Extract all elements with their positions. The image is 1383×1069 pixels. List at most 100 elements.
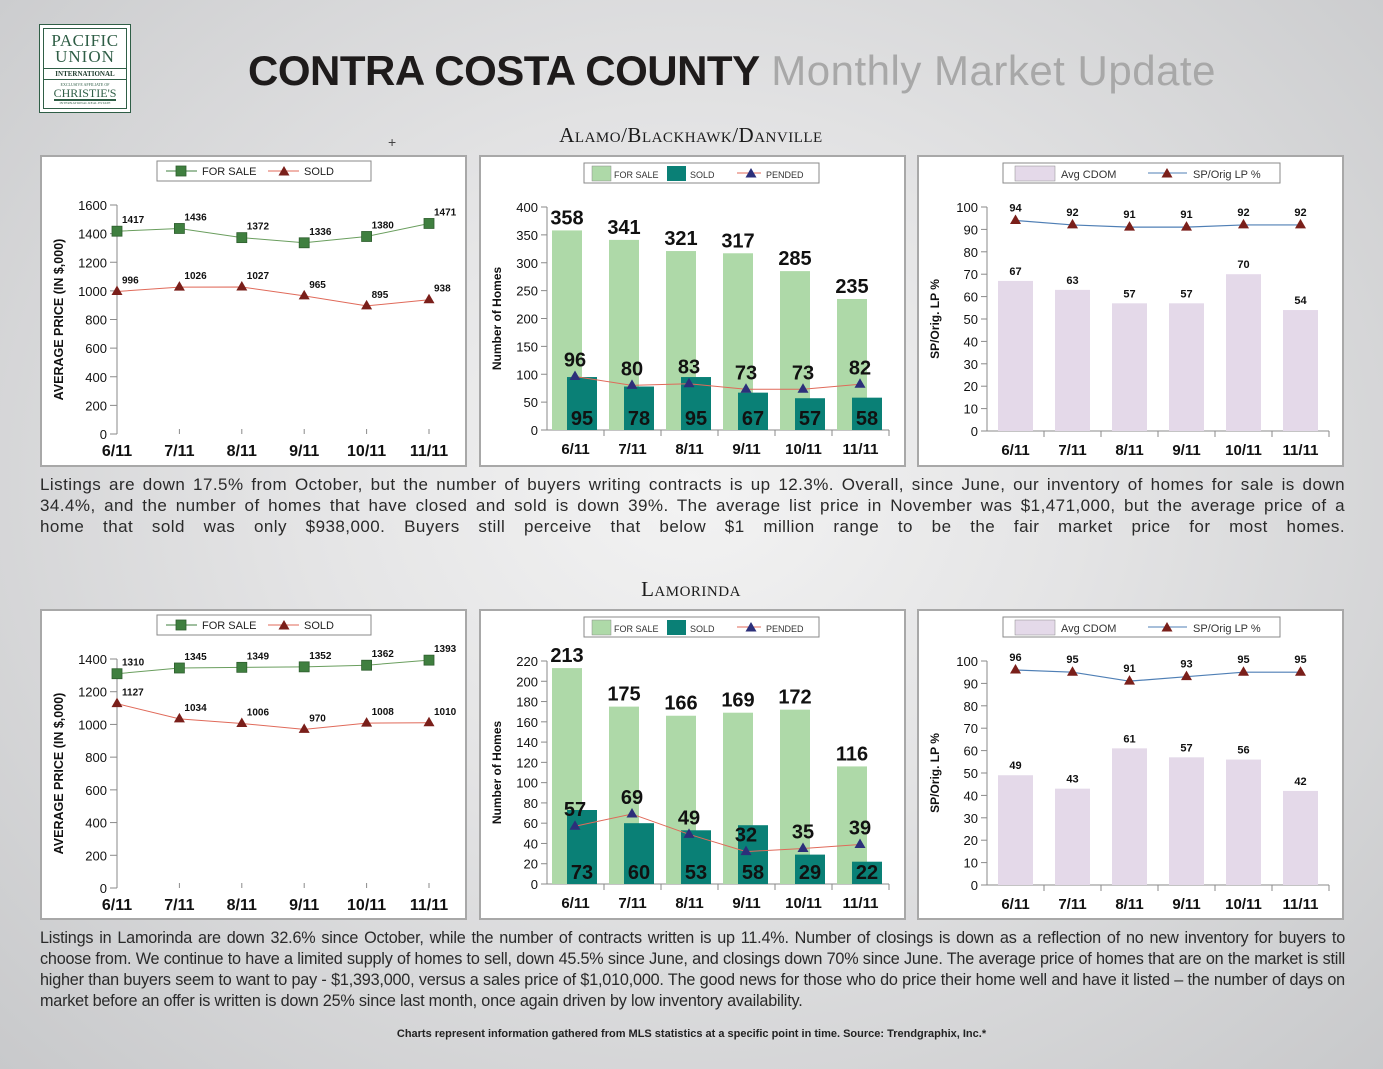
sold-point [423,716,435,727]
y-tick-label: 100 [956,200,978,215]
y-tick-label: 100 [956,654,978,669]
y-tick-label: 80 [524,796,538,811]
y-tick-label: 800 [85,313,107,328]
for-sale-data-label: 1336 [309,227,332,238]
y-tick-label: 220 [516,654,538,669]
sold-bar [567,377,597,430]
y-tick-label: 250 [516,284,538,299]
y-tick-label: 90 [964,676,978,691]
splp-point [1238,666,1249,676]
y-tick-label: 1200 [78,685,107,700]
y-tick-label: 20 [964,833,978,848]
for-sale-data-label: 169 [721,690,754,712]
x-tick-label: 10/11 [1225,442,1262,459]
y-axis-label: Number of Homes [490,721,504,825]
for-sale-point [111,225,123,237]
pended-point [797,842,809,853]
avg-cdom-data-label: 67 [1009,266,1021,278]
source-footnote: Charts represent information gathered fr… [396,1028,987,1040]
x-tick-label: 7/11 [1058,896,1086,913]
for-sale-data-label: 317 [721,230,754,252]
avg-cdom-data-label: 57 [1123,288,1135,300]
y-tick-label: 0 [100,427,107,442]
y-axis-label: AVERAGE PRICE (IN $,000) [52,239,66,401]
for-sale-data-label: 1417 [122,215,145,226]
lamorinda-commentary: Listings in Lamorinda are down 32.6% sin… [40,929,1345,1010]
x-tick-label: 6/11 [561,441,589,458]
y-tick-label: 400 [516,200,538,215]
y-tick-label: 800 [85,750,107,765]
y-axis-label: Number of Homes [490,267,504,371]
for-sale-point [173,223,185,234]
pended-point [740,383,752,393]
pended-data-label: 82 [849,357,871,379]
y-tick-label: 0 [531,877,538,892]
splp-series-line [1015,669,1301,682]
for-sale-data-label: 166 [664,693,697,715]
splp-data-label: 92 [1066,207,1078,219]
sold-point [298,289,310,300]
x-tick-label: 11/11 [410,897,448,914]
splp-point [1124,675,1135,685]
x-tick-label: 9/11 [289,897,319,914]
legend-sold-swatch [667,620,686,635]
splp-point [1295,666,1306,676]
x-tick-label: 9/11 [289,443,319,460]
x-tick-label: 7/11 [1058,442,1086,459]
splp-point [1067,218,1078,229]
y-tick-label: 180 [516,695,538,710]
pended-point [683,828,695,838]
sold-data-label: 60 [628,862,650,884]
y-tick-label: 160 [516,715,538,730]
y-tick-label: 70 [964,267,978,282]
avg-cdom-data-label: 57 [1180,288,1192,300]
for-sale-point [236,232,248,244]
x-tick-label: 10/11 [785,895,822,912]
abd-price-chart: 0 200 400 600 800 1000 1200 1400 1600 6/11 7/11 8/1… [52,160,457,460]
for-sale-data-label: 1372 [247,222,270,233]
y-tick-label: 1000 [78,717,107,732]
avg-cdom-bar [998,280,1033,431]
sold-data-label: 996 [122,275,139,286]
for-sale-data-label: 285 [778,248,811,270]
y-tick-label: 10 [964,402,978,417]
legend-pended-label: PENDED [766,170,804,180]
sold-data-label: 78 [628,408,650,430]
x-tick-label: 6/11 [102,897,132,914]
y-tick-label: 1000 [78,284,107,299]
y-tick-label: 50 [964,766,978,781]
sold-data-label: 22 [856,862,878,884]
sold-data-label: 1034 [184,703,207,714]
y-tick-label: 140 [516,735,538,750]
y-tick-label: 60 [964,744,978,759]
sold-point [111,285,123,295]
sold-data-label: 95 [571,408,593,430]
sold-data-label: 1008 [372,707,395,718]
legend-sold-label: SOLD [690,170,715,180]
for-sale-point [298,661,310,673]
pended-series-line [574,375,861,390]
y-tick-label: 40 [524,836,538,851]
sold-point [298,723,310,733]
pended-data-label: 83 [678,357,700,379]
x-tick-label: 11/11 [1283,896,1319,913]
for-sale-point [423,218,435,229]
legend-splp-triangle-icon [1161,168,1173,178]
legend-for-sale-square-icon [175,619,187,631]
avg-cdom-bar [1226,274,1261,431]
legend-sold-label: SOLD [690,624,715,634]
splp-data-label: 91 [1180,209,1192,221]
y-tick-label: 200 [85,848,107,863]
sold-series-line [116,703,430,730]
pended-data-label: 73 [735,362,757,384]
y-tick-label: 80 [964,245,978,260]
y-tick-label: 30 [964,811,978,826]
x-tick-label: 10/11 [347,897,386,914]
y-tick-label: 400 [85,816,107,831]
splp-point [1181,221,1192,231]
splp-point [1010,663,1021,674]
legend-pended-triangle-icon [745,168,757,178]
legend-avg-cdom-label: Avg CDOM [1061,623,1116,635]
page-title-subtitle: Monthly Market Update [771,47,1216,94]
sold-point [423,293,435,304]
